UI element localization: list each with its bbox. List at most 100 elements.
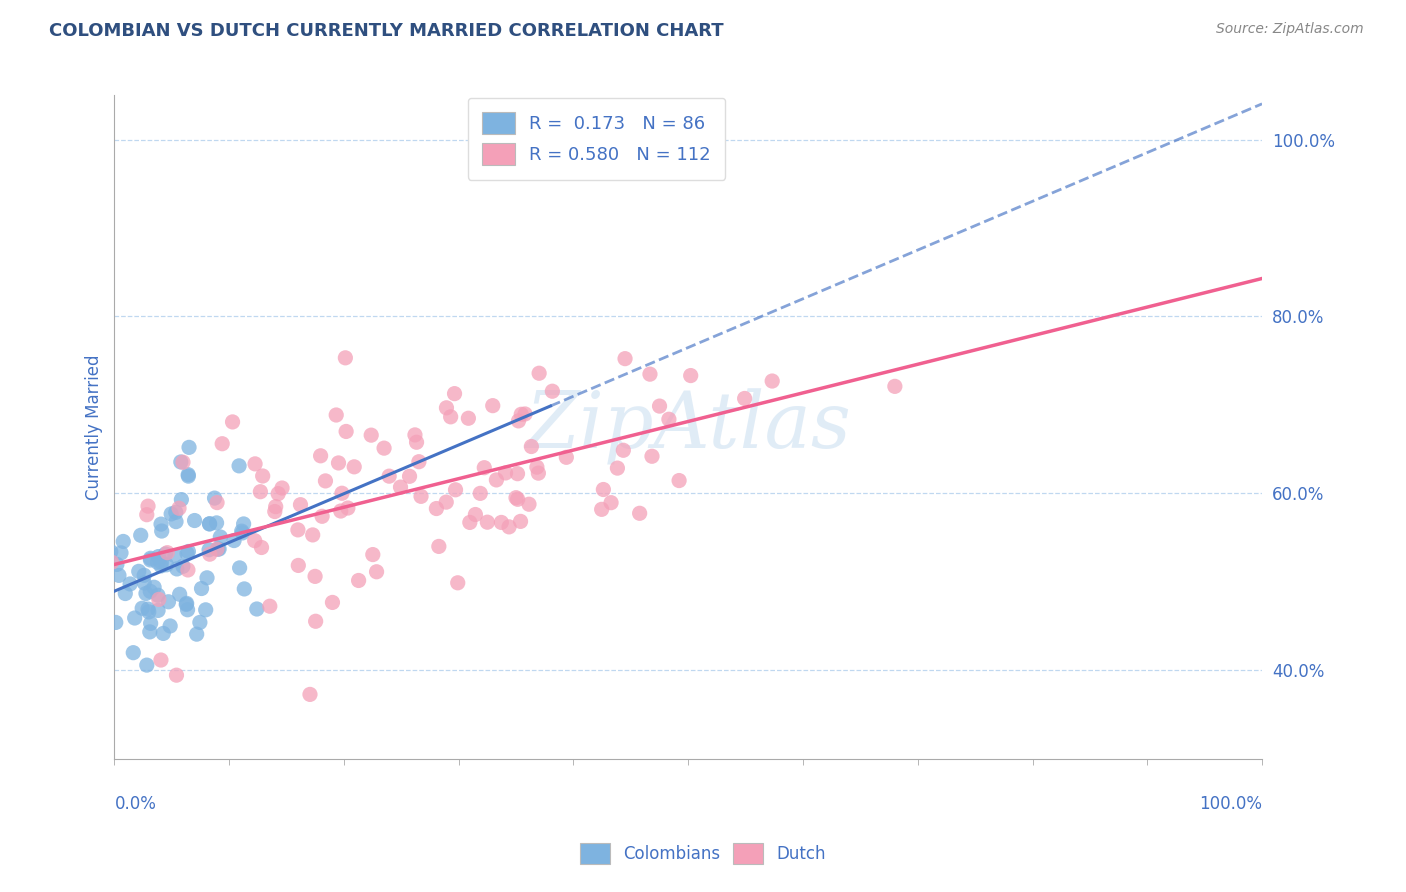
Point [176,603,198,617]
Point [165,505,187,519]
Point [612,443,634,458]
Point [287,523,309,537]
Point [209,530,232,544]
Point [135,586,157,600]
Point [41,631,63,645]
Point [205,495,228,509]
Point [555,450,578,465]
Point [207,541,229,556]
Point [329,504,352,518]
Point [177,563,200,577]
Point [648,399,671,413]
Point [506,467,529,481]
Point [152,626,174,640]
Point [360,428,382,442]
Point [131,601,153,615]
Point [464,508,486,522]
Point [100,555,122,569]
Point [271,481,294,495]
Point [301,528,323,542]
Point [122,646,145,660]
Point [458,516,481,530]
Point [527,366,550,380]
Point [96,577,118,591]
Point [606,461,628,475]
Point [505,491,527,505]
Point [267,486,290,500]
Point [139,616,162,631]
Point [165,515,187,529]
Point [114,586,136,600]
Point [112,534,135,549]
Point [246,602,269,616]
Text: 0.0%: 0.0% [114,796,156,814]
Point [198,516,221,531]
Point [155,558,177,572]
Point [520,440,543,454]
Point [457,411,479,425]
Point [378,469,401,483]
Point [205,516,228,530]
Point [134,575,156,590]
Point [148,592,170,607]
Point [139,553,162,567]
Point [311,509,333,524]
Point [194,603,217,617]
Point [398,469,420,483]
Text: ZipAtlas: ZipAtlas [526,389,851,466]
Point [336,501,359,516]
Point [135,508,157,522]
Point [139,624,162,639]
Point [96,554,118,568]
Point [287,558,309,573]
Point [347,574,370,588]
Legend: Colombians, Dutch: Colombians, Dutch [574,837,832,871]
Point [328,456,350,470]
Point [434,495,457,509]
Point [177,469,200,483]
Point [447,575,470,590]
Point [208,541,231,556]
Point [638,367,661,381]
Point [124,611,146,625]
Point [405,435,427,450]
Point [366,565,388,579]
Point [195,571,218,585]
Point [167,501,190,516]
Point [668,474,690,488]
Point [69,558,91,573]
Point [335,425,357,439]
Text: 100.0%: 100.0% [1199,796,1263,814]
Point [250,541,273,555]
Point [231,525,253,540]
Point [389,480,412,494]
Point [321,595,343,609]
Point [541,384,564,399]
Point [298,687,321,701]
Point [436,401,458,415]
Point [233,582,256,596]
Point [228,561,250,575]
Point [174,598,197,612]
Point [628,506,651,520]
Point [198,516,221,531]
Point [470,486,492,500]
Point [517,497,540,511]
Point [222,533,245,548]
Point [361,548,384,562]
Point [263,504,285,518]
Point [186,627,208,641]
Point [139,584,162,599]
Point [183,514,205,528]
Point [304,614,326,628]
Point [444,483,467,497]
Point [148,549,170,564]
Point [330,486,353,500]
Point [498,520,520,534]
Point [641,450,664,464]
Point [105,558,128,572]
Point [188,615,211,630]
Point [600,496,623,510]
Point [42,489,65,503]
Point [93,553,115,567]
